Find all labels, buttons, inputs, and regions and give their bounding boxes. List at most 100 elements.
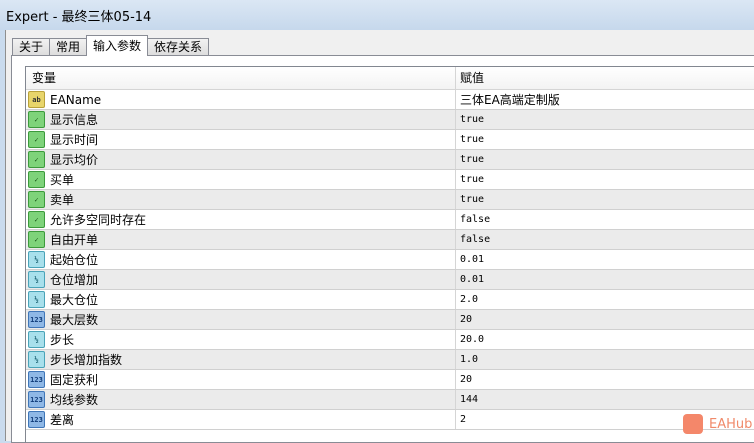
watermark-text: EAHub — [709, 416, 753, 432]
param-name: 最大层数 — [50, 313, 99, 327]
param-name: 仓位增加 — [50, 273, 99, 287]
parameters-table: 变量 赋值 ab EAName 三体EA高端定制版 ✓ 显示信息 true ✓ 显示时间 tru… — [25, 66, 754, 443]
table-header: 变量 赋值 — [26, 67, 754, 90]
param-name: 起始仓位 — [50, 253, 99, 267]
param-name-cell[interactable]: ✓ 显示均价 — [26, 150, 456, 169]
param-value: true — [460, 134, 485, 145]
param-value: 三体EA高端定制版 — [460, 93, 560, 107]
tab-about[interactable]: 关于 — [12, 38, 51, 56]
param-value: 0.01 — [460, 274, 485, 285]
table-row[interactable]: 123 均线参数 144 — [26, 390, 754, 410]
table-row[interactable]: ab EAName 三体EA高端定制版 — [26, 90, 754, 110]
param-name-cell[interactable]: ✓ 自由开单 — [26, 230, 456, 249]
param-name-cell[interactable]: ½ 仓位增加 — [26, 270, 456, 289]
param-value: 0.01 — [460, 254, 485, 265]
param-value: true — [460, 194, 485, 205]
param-value-cell[interactable]: 三体EA高端定制版 — [456, 90, 754, 109]
bool-icon: ✓ — [28, 171, 45, 188]
tab-inputs[interactable]: 输入参数 — [86, 35, 149, 56]
param-value-cell[interactable]: 2.0 — [456, 290, 754, 309]
bool-icon: ✓ — [28, 151, 45, 168]
table-row[interactable]: ✓ 卖单 true — [26, 190, 754, 210]
param-name: 步长增加指数 — [50, 353, 123, 367]
table-row[interactable]: ½ 步长 20.0 — [26, 330, 754, 350]
tab-common[interactable]: 常用 — [49, 38, 88, 56]
table-row[interactable]: ½ 步长增加指数 1.0 — [26, 350, 754, 370]
param-value: 20 — [460, 374, 473, 385]
bool-icon: ✓ — [28, 111, 45, 128]
string-icon: ab — [28, 91, 45, 108]
table-row[interactable]: ✓ 买单 true — [26, 170, 754, 190]
param-value-cell[interactable]: true — [456, 130, 754, 149]
param-name-cell[interactable]: ✓ 显示时间 — [26, 130, 456, 149]
param-name-cell[interactable]: 123 差离 — [26, 410, 456, 429]
param-value-cell[interactable]: 20 — [456, 370, 754, 389]
param-value: 1.0 — [460, 354, 479, 365]
table-row[interactable]: ½ 起始仓位 0.01 — [26, 250, 754, 270]
param-value-cell[interactable]: 0.01 — [456, 270, 754, 289]
param-name-cell[interactable]: ✓ 买单 — [26, 170, 456, 189]
param-value-cell[interactable]: 0.01 — [456, 250, 754, 269]
param-value-cell[interactable]: true — [456, 150, 754, 169]
param-value-cell[interactable]: 144 — [456, 390, 754, 409]
param-value-cell[interactable]: 1.0 — [456, 350, 754, 369]
param-name-cell[interactable]: ✓ 显示信息 — [26, 110, 456, 129]
table-row[interactable]: 123 固定获利 20 — [26, 370, 754, 390]
param-name: 固定获利 — [50, 373, 99, 387]
integer-icon: 123 — [28, 371, 45, 388]
param-name: 显示均价 — [50, 153, 99, 167]
param-name-cell[interactable]: ½ 最大仓位 — [26, 290, 456, 309]
header-variable[interactable]: 变量 — [26, 67, 456, 89]
dialog: 关于 常用 输入参数 依存关系 变量 赋值 ab EAName 三体EA高端定制版 ✓… — [5, 30, 754, 443]
param-name-cell[interactable]: 123 均线参数 — [26, 390, 456, 409]
table-row[interactable]: ✓ 允许多空同时存在 false — [26, 210, 754, 230]
integer-icon: 123 — [28, 391, 45, 408]
table-row[interactable]: ✓ 显示信息 true — [26, 110, 754, 130]
table-row[interactable]: ½ 仓位增加 0.01 — [26, 270, 754, 290]
double-icon: ½ — [28, 291, 45, 308]
param-value: 20.0 — [460, 334, 485, 345]
title-bar: Expert - 最终三体05-14 — [0, 0, 754, 30]
table-row[interactable]: 123 差离 2 — [26, 410, 754, 430]
param-value: false — [460, 234, 491, 245]
watermark: EAHub — [683, 414, 752, 434]
param-value-cell[interactable]: true — [456, 190, 754, 209]
header-value[interactable]: 赋值 — [460, 71, 485, 85]
eahub-logo-icon — [683, 414, 703, 434]
param-value: 20 — [460, 314, 473, 325]
table-row[interactable]: ½ 最大仓位 2.0 — [26, 290, 754, 310]
param-value: 144 — [460, 394, 479, 405]
param-name-cell[interactable]: ✓ 允许多空同时存在 — [26, 210, 456, 229]
param-name: 允许多空同时存在 — [50, 213, 147, 227]
param-value-cell[interactable]: false — [456, 210, 754, 229]
param-name-cell[interactable]: ½ 步长增加指数 — [26, 350, 456, 369]
table-row[interactable]: 123 最大层数 20 — [26, 310, 754, 330]
param-value: true — [460, 154, 485, 165]
bool-icon: ✓ — [28, 131, 45, 148]
param-value-cell[interactable]: true — [456, 170, 754, 189]
table-row[interactable]: ✓ 显示均价 true — [26, 150, 754, 170]
param-value-cell[interactable]: 20 — [456, 310, 754, 329]
param-value-cell[interactable]: true — [456, 110, 754, 129]
double-icon: ½ — [28, 271, 45, 288]
param-name-cell[interactable]: ✓ 卖单 — [26, 190, 456, 209]
param-name: 步长 — [50, 333, 75, 347]
param-name-cell[interactable]: ½ 步长 — [26, 330, 456, 349]
table-row[interactable]: ✓ 显示时间 true — [26, 130, 754, 150]
double-icon: ½ — [28, 351, 45, 368]
double-icon: ½ — [28, 331, 45, 348]
tab-dependencies[interactable]: 依存关系 — [147, 38, 210, 56]
param-name-cell[interactable]: 123 固定获利 — [26, 370, 456, 389]
param-value-cell[interactable]: 20.0 — [456, 330, 754, 349]
param-name: 最大仓位 — [50, 293, 99, 307]
param-value: true — [460, 174, 485, 185]
param-value-cell[interactable]: false — [456, 230, 754, 249]
tab-panel: 变量 赋值 ab EAName 三体EA高端定制版 ✓ 显示信息 true ✓ 显示时间 tru… — [11, 55, 754, 443]
param-name-cell[interactable]: 123 最大层数 — [26, 310, 456, 329]
param-name-cell[interactable]: ab EAName — [26, 90, 456, 109]
param-name-cell[interactable]: ½ 起始仓位 — [26, 250, 456, 269]
param-value-cell[interactable]: 2 — [456, 410, 754, 429]
param-name: 差离 — [50, 413, 75, 427]
table-row[interactable]: ✓ 自由开单 false — [26, 230, 754, 250]
param-name: 均线参数 — [50, 393, 99, 407]
